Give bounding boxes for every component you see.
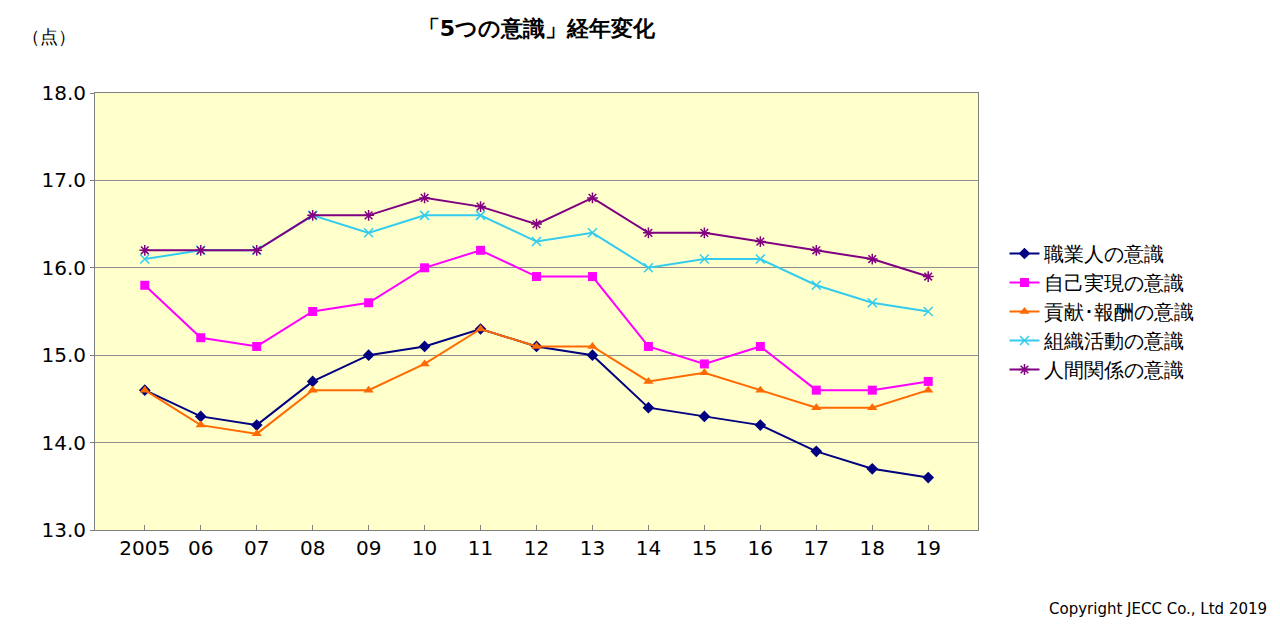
svg-text:14.0: 14.0	[41, 431, 86, 455]
svg-text:17.0: 17.0	[41, 168, 86, 192]
svg-text:自己実現の意識: 自己実現の意識	[1044, 271, 1184, 295]
svg-text:14: 14	[636, 536, 661, 560]
svg-text:15.0: 15.0	[41, 343, 86, 367]
svg-text:17: 17	[804, 536, 829, 560]
svg-text:人間関係の意識: 人間関係の意識	[1044, 358, 1184, 382]
svg-text:18: 18	[860, 536, 885, 560]
svg-text:貢献･報酬の意識: 貢献･報酬の意識	[1044, 300, 1194, 324]
svg-text:09: 09	[356, 536, 381, 560]
svg-text:10: 10	[412, 536, 437, 560]
svg-text:組織活動の意識: 組織活動の意識	[1043, 329, 1184, 353]
svg-text:12: 12	[524, 536, 549, 560]
svg-text:11: 11	[468, 536, 493, 560]
svg-text:16.0: 16.0	[41, 256, 86, 280]
svg-text:2005: 2005	[119, 536, 170, 560]
svg-text:13: 13	[580, 536, 605, 560]
svg-text:07: 07	[244, 536, 269, 560]
svg-text:（点）: （点）	[22, 26, 76, 47]
svg-text:Copyright JECC Co., Ltd 2019: Copyright JECC Co., Ltd 2019	[1049, 600, 1267, 618]
svg-text:16: 16	[748, 536, 773, 560]
svg-text:15: 15	[692, 536, 717, 560]
svg-text:19: 19	[915, 536, 940, 560]
svg-text:職業人の意識: 職業人の意識	[1044, 242, 1164, 266]
svg-text:13.0: 13.0	[41, 518, 86, 542]
svg-text:18.0: 18.0	[41, 81, 86, 105]
svg-text:「5つの意識」経年変化: 「5つの意識」経年変化	[418, 16, 656, 41]
svg-text:08: 08	[300, 536, 325, 560]
svg-text:06: 06	[188, 536, 213, 560]
